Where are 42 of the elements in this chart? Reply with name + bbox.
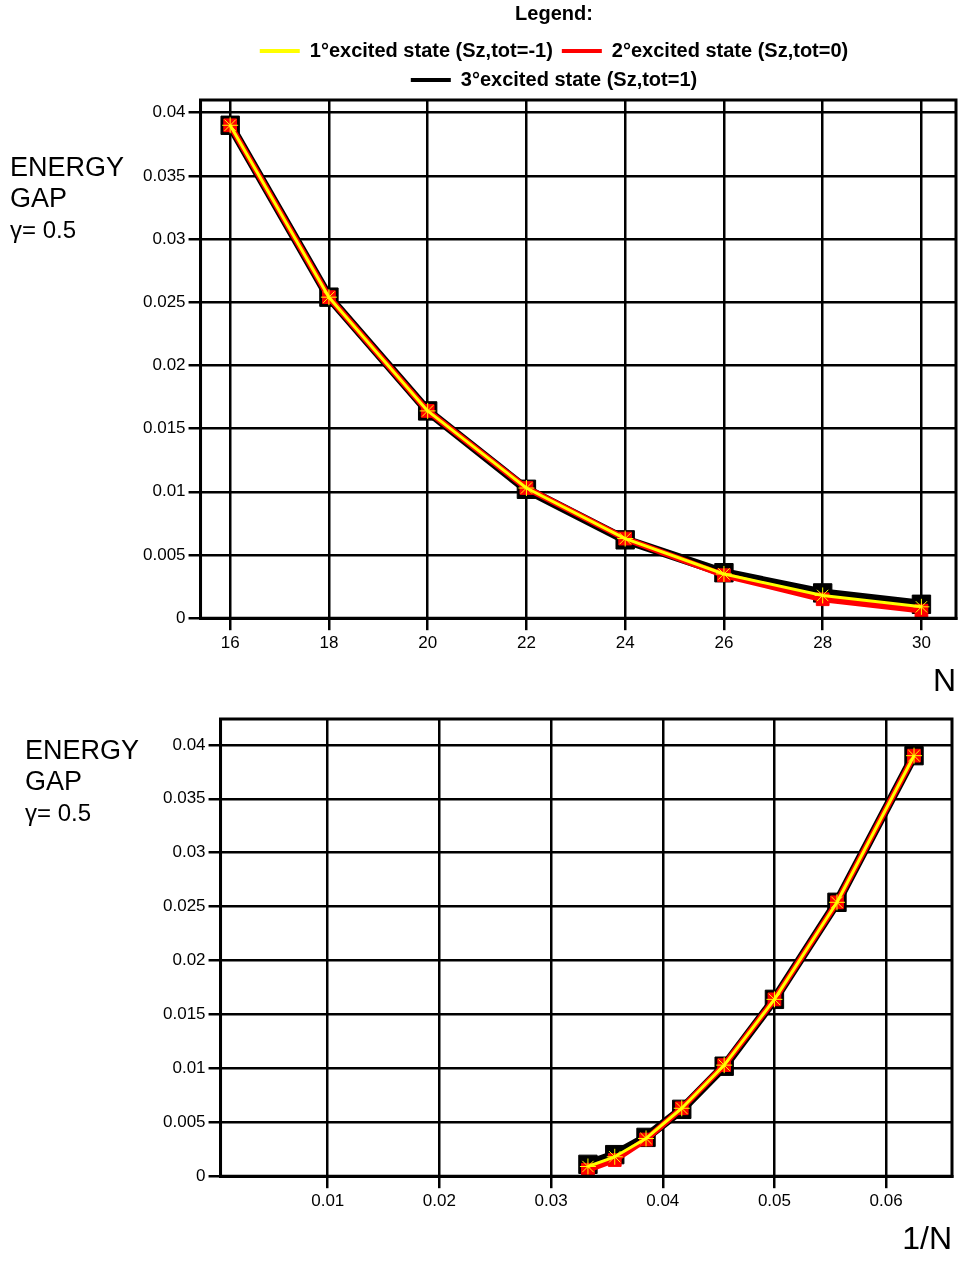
y-tick-label: 0.005	[162, 1111, 206, 1131]
x-tick-label: 24	[615, 633, 635, 653]
y-tick-label: 0.015	[142, 418, 186, 438]
legend-label: 3°excited state (Sz,tot=1)	[460, 67, 698, 90]
x-tick-label: 0.03	[534, 1191, 568, 1211]
x-tick-label: 26	[714, 633, 734, 653]
x-tick-label: 18	[319, 633, 339, 653]
x-tick-label: 0.05	[757, 1191, 791, 1211]
y-tick-label: 0.035	[142, 165, 186, 185]
x-tick-label: 28	[813, 633, 833, 653]
y-axis-title: ENERGY GAP	[10, 152, 125, 214]
y-axis-title: ENERGY GAP	[25, 735, 140, 797]
x-tick-label: 30	[911, 633, 931, 653]
x-tick-label: 22	[516, 633, 536, 653]
y-tick-label: 0	[176, 607, 186, 627]
y-tick-label: 0.02	[152, 355, 186, 375]
y-tick-label: 0.04	[172, 734, 206, 754]
y-tick-label: 0.005	[142, 544, 186, 564]
y-tick-label: 0.03	[172, 842, 206, 862]
x-tick-label: 0.01	[311, 1191, 345, 1211]
y-tick-label: 0.025	[142, 291, 186, 311]
x-tick-label: 20	[418, 633, 438, 653]
y-tick-label: 0.01	[152, 481, 186, 501]
x-axis-title: 1/N	[902, 1219, 952, 1256]
y-tick-label: 0.015	[162, 1004, 206, 1024]
legend-label: 2°excited state (Sz,tot=0)	[611, 38, 849, 61]
y-tick-label: 0.035	[162, 788, 206, 808]
y-tick-label: 0.01	[172, 1058, 206, 1078]
x-tick-label: 0.04	[646, 1191, 680, 1211]
y-tick-label: 0.02	[172, 950, 206, 970]
x-tick-label: 0.02	[422, 1191, 456, 1211]
legend-title: Legend:	[515, 1, 593, 24]
text: γ= 0.5	[10, 215, 78, 245]
x-axis-title: N	[932, 661, 956, 698]
y-tick-label: 0.03	[152, 228, 186, 248]
y-tick-label: 0.025	[162, 896, 206, 916]
x-tick-label: 16	[220, 633, 240, 653]
text: γ= 0.5	[25, 798, 93, 828]
legend-label: 1°excited state (Sz,tot=-1)	[309, 38, 553, 61]
y-tick-label: 0.04	[152, 102, 186, 122]
x-tick-label: 0.06	[869, 1191, 903, 1211]
y-tick-label: 0	[196, 1165, 206, 1185]
